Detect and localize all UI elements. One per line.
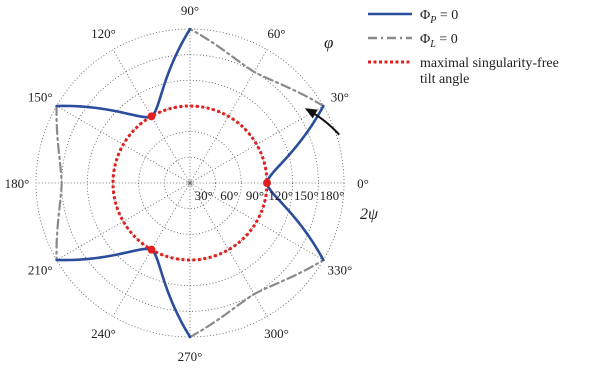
legend-label-phiL: ΦL = 0 — [420, 32, 458, 50]
legend-label-tilt: maximal singularity-free tilt angle — [420, 56, 559, 87]
angular-tick-labels: 0°30°60°90°120°150°180°210°240°270°300°3… — [5, 3, 369, 364]
phi-l-curve — [55, 104, 63, 262]
angular-tick-label: 0° — [357, 176, 369, 191]
radial-tick-label: 60° — [220, 188, 238, 203]
series-layer — [55, 27, 325, 339]
legend-math: Φ — [420, 8, 430, 23]
legend-suffix: = 0 — [436, 32, 458, 47]
grid-spoke — [56, 182, 191, 261]
angular-tick-label: 210° — [28, 263, 53, 278]
phi-l-curve — [188, 27, 325, 108]
phi-l-curve — [188, 258, 325, 339]
radial-tick-label: 150° — [294, 188, 319, 203]
phi-p-curve — [55, 247, 192, 339]
radial-tick-label: 120° — [268, 188, 293, 203]
legend-line: maximal singularity-free — [420, 56, 559, 71]
angular-tick-label: 60° — [267, 26, 285, 41]
angular-tick-label: 240° — [91, 326, 116, 341]
legend-subscript: L — [429, 39, 436, 50]
radial-tick-label: 90° — [246, 188, 264, 203]
legend-suffix: = 0 — [436, 8, 458, 23]
radial-tick-label: 30° — [195, 188, 213, 203]
angular-tick-label: 30° — [331, 90, 349, 105]
radial-tick-label: 180° — [320, 188, 345, 203]
radial-tick-labels: 30° 60° 90° 120° 150° 180° — [195, 188, 345, 203]
intersection-point — [147, 245, 156, 254]
intersection-point — [263, 179, 271, 187]
legend-line: tilt angle — [420, 72, 469, 87]
origin-marker — [187, 180, 193, 186]
legend-math: Φ — [420, 32, 430, 47]
angular-tick-label: 300° — [264, 326, 289, 341]
intersection-point — [147, 112, 156, 121]
angular-tick-label: 330° — [327, 263, 352, 278]
angular-tick-label: 120° — [91, 26, 116, 41]
angular-tick-label: 180° — [5, 176, 30, 191]
polar-grid — [35, 28, 345, 338]
angular-tick-label: 90° — [181, 3, 199, 18]
legend-subscript: P — [429, 15, 436, 26]
rotation-indicator: φ — [304, 33, 340, 136]
grid-spoke — [189, 182, 268, 317]
rotation-label: φ — [324, 33, 333, 52]
angular-tick-label: 270° — [178, 349, 203, 364]
radial-axis-label: 2ψ — [360, 206, 379, 223]
angular-tick-label: 150° — [28, 90, 53, 105]
legend-label-phiP: ΦP = 0 — [420, 8, 458, 26]
